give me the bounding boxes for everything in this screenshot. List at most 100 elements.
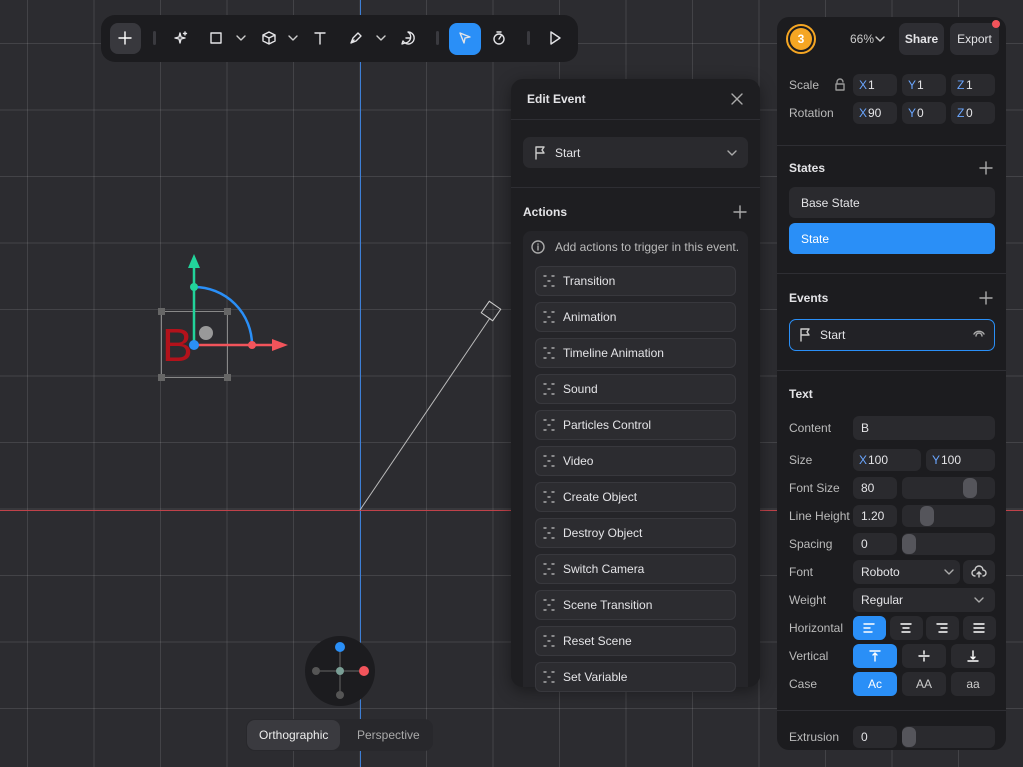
input-field[interactable] [853,74,897,96]
nav-x[interactable] [359,666,369,676]
tool[interactable] [261,30,277,46]
icon [936,623,948,633]
tool[interactable] [547,30,563,46]
icon-path [314,32,326,45]
event-item[interactable] [789,319,995,351]
tool[interactable] [208,30,224,46]
flag-icon [532,145,548,161]
action-item[interactable] [535,518,736,548]
input-field[interactable] [951,102,995,124]
nav-x-neg[interactable] [312,667,320,675]
align-icon [965,648,981,664]
handle[interactable] [224,374,231,381]
case-button[interactable]: aa [951,672,995,696]
slider[interactable] [902,477,995,499]
add-event[interactable] [978,290,994,306]
icon [971,565,987,578]
zoom-menu[interactable] [872,31,888,47]
action-item[interactable] [535,266,736,296]
input-field[interactable] [902,74,946,96]
action-item[interactable] [535,302,736,332]
nav-y[interactable] [335,642,345,652]
state-item[interactable] [789,223,995,254]
input-field[interactable] [853,726,897,748]
icon [875,36,885,42]
input-field[interactable] [951,74,995,96]
slider-knob[interactable] [920,506,934,526]
input-field[interactable] [853,560,960,584]
trigger-select[interactable] [523,137,748,168]
text-object[interactable]: B [162,319,193,371]
icon-path [979,291,993,305]
state-item[interactable] [789,187,995,218]
event-signal [971,327,987,343]
icon [869,650,881,662]
action-item[interactable] [535,590,736,620]
slider[interactable] [902,505,995,527]
icon [543,563,555,575]
input-field[interactable] [853,533,897,555]
add-action[interactable] [732,204,748,220]
input-field[interactable] [853,477,897,499]
tool[interactable] [312,30,328,46]
handle[interactable] [224,308,231,315]
action-item[interactable] [535,626,736,656]
handle[interactable] [158,374,165,381]
action-item[interactable] [535,482,736,512]
avatar[interactable]: 3 [790,28,812,50]
icon [543,635,555,647]
input-field[interactable] [853,416,995,440]
slider[interactable] [902,726,995,748]
input-field[interactable] [902,102,946,124]
action-item[interactable] [535,338,736,368]
tool[interactable] [400,30,416,46]
close-button[interactable] [729,91,745,107]
tool[interactable] [173,30,189,46]
tool-menu[interactable] [285,30,301,46]
slider[interactable] [902,533,995,555]
action-item[interactable] [535,554,736,584]
share-button[interactable]: Share [899,23,944,55]
input-field[interactable] [926,449,995,471]
handle[interactable] [158,308,165,315]
tool-menu[interactable] [373,30,389,46]
tool-menu[interactable] [233,30,249,46]
action-icon [541,345,557,361]
case-button[interactable]: AA [902,672,946,696]
slider-knob[interactable] [902,727,916,747]
action-icon [541,453,557,469]
action-label: Switch Camera [563,562,645,576]
input-field[interactable] [853,449,921,471]
action-label: Set Variable [563,670,628,684]
rotate-gizmo[interactable] [193,285,254,346]
view-option: Orthographic [259,728,329,742]
action-item[interactable] [535,374,736,404]
icon [314,32,326,45]
input-field[interactable] [853,505,897,527]
input-field[interactable] [853,588,995,612]
tool[interactable] [457,30,473,46]
input-value: 1 [966,78,973,92]
row-label: Content [789,421,832,435]
icon [493,31,505,45]
icon [800,328,810,342]
y-arrow-head [188,254,200,268]
icon-path [727,150,737,156]
action-item[interactable] [535,410,736,440]
icon [210,32,222,44]
export-button[interactable]: Export [950,23,999,55]
case-button[interactable]: Ac [853,672,897,696]
slider-knob[interactable] [963,478,977,498]
action-item[interactable] [535,662,736,692]
tool[interactable] [348,30,364,46]
icon [543,527,555,539]
slider-knob[interactable] [902,534,916,554]
camera[interactable] [480,300,502,322]
input-value: Roboto [861,565,900,579]
nav-y-neg[interactable] [336,691,344,699]
add-state[interactable] [978,160,994,176]
tool[interactable] [491,30,507,46]
input-field[interactable] [853,102,897,124]
action-item[interactable] [535,446,736,476]
